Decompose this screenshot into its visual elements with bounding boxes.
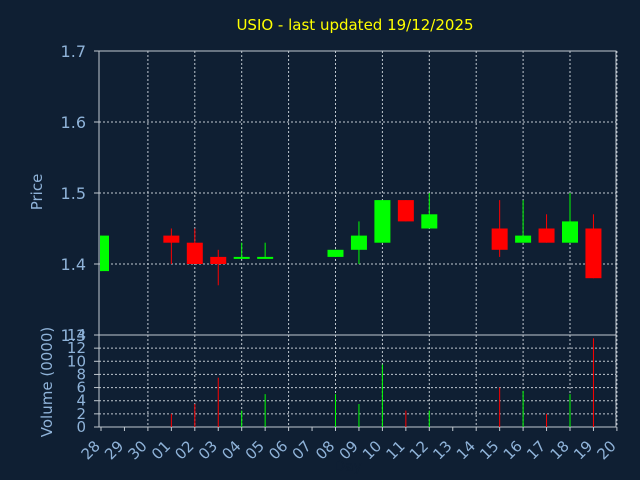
volume-tick-label: 4 xyxy=(76,392,86,410)
price-tick-label: 1.5 xyxy=(61,184,86,203)
candle xyxy=(374,200,391,243)
price-gridlines xyxy=(99,50,618,336)
x-axis-label: Day xyxy=(334,459,362,475)
volume-tick-label: 2 xyxy=(76,405,86,423)
candlestick-series xyxy=(100,193,602,286)
candle-body xyxy=(397,200,414,222)
candle xyxy=(397,200,414,222)
chart-title: USIO - last updated 19/12/2025 xyxy=(236,16,473,34)
candle xyxy=(585,214,602,279)
candle-body xyxy=(374,200,391,243)
candle xyxy=(163,228,180,264)
candle-body xyxy=(515,235,532,243)
candle-body xyxy=(491,228,508,250)
candle-body xyxy=(257,256,274,259)
volume-tick-label: 8 xyxy=(76,365,86,383)
candle xyxy=(421,193,438,229)
candle-body xyxy=(233,256,250,259)
candle-body xyxy=(421,214,438,229)
candle xyxy=(350,221,367,264)
price-tick-label: 1.6 xyxy=(61,113,86,132)
candle xyxy=(491,200,508,257)
candle xyxy=(327,249,344,257)
candle-body xyxy=(210,256,227,264)
price-tick-label: 1.7 xyxy=(61,42,86,61)
price-axis-ticks: 1.3 1.4 1.5 1.6 1.7 xyxy=(61,42,99,345)
candle xyxy=(186,228,203,264)
volume-tick-label: 6 xyxy=(76,379,86,397)
candle xyxy=(257,242,274,259)
price-panel: 1.3 1.4 1.5 1.6 1.7 xyxy=(61,42,618,345)
price-tick-label: 1.3 xyxy=(61,326,86,345)
volume-tick-label: 0 xyxy=(76,418,86,436)
volume-tick-label: 10 xyxy=(67,352,86,370)
price-axis-label: Price xyxy=(28,174,46,211)
candle xyxy=(562,193,578,243)
candle xyxy=(538,214,555,243)
candle-body xyxy=(100,235,109,272)
candle xyxy=(210,249,227,286)
candle-body xyxy=(163,235,180,243)
volume-tick-label: 12 xyxy=(67,339,86,357)
candle xyxy=(515,200,532,243)
candle xyxy=(100,235,109,272)
volume-axis-label: Volume (0000) xyxy=(38,327,56,437)
volume-series xyxy=(170,338,594,427)
price-tick-label: 1.4 xyxy=(61,255,86,274)
candle-body xyxy=(538,228,555,243)
candle-body xyxy=(585,228,602,279)
candle-body xyxy=(562,221,578,243)
candle-body xyxy=(186,242,203,264)
volume-tick-label: 14 xyxy=(67,326,86,344)
candle xyxy=(233,242,250,259)
candle-body xyxy=(350,235,367,250)
candle-body xyxy=(327,249,344,257)
volume-frame xyxy=(98,334,617,428)
